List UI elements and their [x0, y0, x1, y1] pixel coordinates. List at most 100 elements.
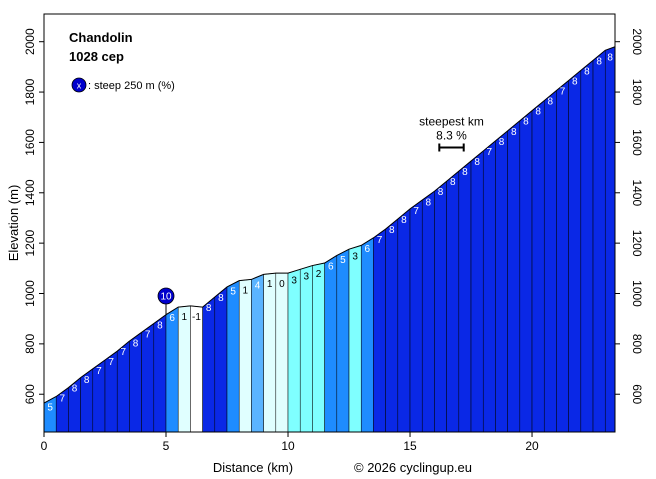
- gradient-segment: [604, 46, 616, 433]
- x-tick-label: 10: [281, 439, 295, 453]
- gradient-label: 7: [108, 357, 114, 368]
- y-tick-label: 800: [23, 334, 37, 354]
- chart-title: Chandolin: [69, 30, 133, 45]
- steepest-km-annotation: steepest km 8.3 %: [419, 114, 484, 152]
- y-tick-label: 2000: [23, 28, 37, 55]
- gradient-label: 7: [377, 235, 383, 246]
- y-tick-label-right: 1600: [630, 129, 644, 156]
- legend-text: : steep 250 m (%): [88, 80, 175, 92]
- credit-text: © 2026 cyclingup.eu: [354, 460, 472, 475]
- y-tick-label-right: 1200: [630, 230, 644, 257]
- gradient-segment: [312, 262, 325, 433]
- legend-marker-symbol: x: [77, 81, 82, 91]
- y-tick-label-right: 800: [630, 334, 644, 354]
- gradient-label: 8: [426, 197, 432, 208]
- gradient-label: 7: [96, 366, 102, 377]
- gradient-label: 8: [218, 293, 224, 304]
- gradient-segment: [336, 248, 350, 433]
- y-tick-label: 1800: [23, 78, 37, 105]
- y-axis-right: 600 800 1000 1200 1400 1600 1800 2000: [615, 28, 644, 405]
- gradient-segment: [385, 218, 399, 433]
- gradient-label: 8: [84, 375, 90, 386]
- gradient-segment: [263, 272, 277, 433]
- x-tick-label: 0: [41, 439, 48, 453]
- gradient-label: 6: [328, 261, 334, 272]
- gradient-segment: [519, 110, 533, 433]
- gradient-label: 7: [60, 394, 66, 405]
- gradient-label: 8: [596, 56, 602, 67]
- gradient-label: 7: [560, 86, 566, 97]
- gradient-segment: [568, 69, 582, 433]
- gradient-segment: [592, 49, 606, 433]
- gradient-segment: [421, 190, 435, 433]
- y-tick-label-right: 1400: [630, 179, 644, 206]
- gradient-label: 5: [340, 255, 346, 266]
- gradient-label: 8: [607, 53, 613, 64]
- gradient-label: 8: [548, 97, 554, 108]
- gradient-label: 4: [255, 280, 261, 291]
- gradient-segment: [202, 296, 216, 433]
- gradient-label: 3: [352, 251, 358, 262]
- gradient-label: 0: [279, 279, 285, 290]
- y-tick-label: 1400: [23, 179, 37, 206]
- gradient-label: 7: [413, 206, 419, 217]
- gradient-segment: [397, 208, 411, 433]
- gradient-label: 3: [304, 272, 310, 283]
- steep-marker: 10: [157, 287, 175, 315]
- gradient-label: 8: [462, 167, 468, 178]
- gradient-segment: [531, 100, 545, 433]
- gradient-label: 8: [72, 384, 78, 395]
- gradient-segment: [226, 280, 240, 433]
- gradient-label: 8: [499, 137, 505, 148]
- steepest-km-value: 8.3 %: [436, 128, 467, 142]
- gradient-segment: [482, 140, 496, 433]
- gradient-segment: [507, 120, 521, 433]
- steepest-km-bar: [438, 143, 465, 152]
- gradient-segment: [287, 268, 301, 433]
- y-tick-label-right: 600: [630, 384, 644, 404]
- y-axis-title: Elevation (m): [6, 185, 21, 262]
- gradient-label: 5: [47, 402, 53, 413]
- gradient-label: 8: [523, 117, 529, 128]
- gradient-segment: [580, 59, 594, 433]
- gradient-label: 7: [487, 147, 493, 158]
- gradient-label: 8: [584, 66, 590, 77]
- gradient-segment: [543, 90, 557, 433]
- plot-frame: [43, 13, 616, 433]
- gradient-label: 8: [389, 225, 395, 236]
- y-tick-label: 1200: [23, 229, 37, 256]
- gradient-segment: [458, 160, 472, 433]
- gradient-label: 1: [182, 312, 188, 323]
- y-tick-label-right: 1800: [630, 79, 644, 106]
- gradient-segment: [165, 306, 179, 433]
- gradient-segment: [495, 130, 508, 433]
- x-axis: 0 5 10 15 20: [41, 432, 539, 453]
- gradient-segment: [409, 199, 423, 433]
- x-tick-label: 15: [403, 439, 417, 453]
- gradient-label: 1: [243, 285, 249, 296]
- gradient-segment: [299, 265, 313, 433]
- steepest-km-label: steepest km: [419, 114, 484, 128]
- gradient-label: 8: [511, 127, 517, 138]
- gradient-segment: [348, 245, 362, 433]
- gradient-segment: [153, 314, 167, 433]
- gradient-segment: [373, 228, 386, 433]
- gradient-label: 7: [121, 347, 127, 358]
- gradient-label: 8: [157, 321, 163, 332]
- gradient-label: 8: [401, 215, 407, 226]
- gradient-label: 8: [535, 107, 541, 118]
- x-tick-label: 20: [525, 439, 539, 453]
- gradient-label: 8: [450, 177, 456, 188]
- y-tick-label: 1600: [23, 129, 37, 156]
- gradient-segment: [360, 237, 374, 433]
- gradient-segment: [556, 79, 569, 433]
- gradient-segment: [214, 286, 228, 433]
- gradient-label: 8: [438, 187, 444, 198]
- gradient-segment: [190, 305, 203, 433]
- y-tick-label-right: 2000: [630, 28, 644, 55]
- gradient-label: -1: [192, 312, 201, 323]
- gradient-segment: [275, 272, 289, 433]
- gradient-label: 3: [291, 275, 297, 286]
- gradient-segment: [446, 170, 460, 433]
